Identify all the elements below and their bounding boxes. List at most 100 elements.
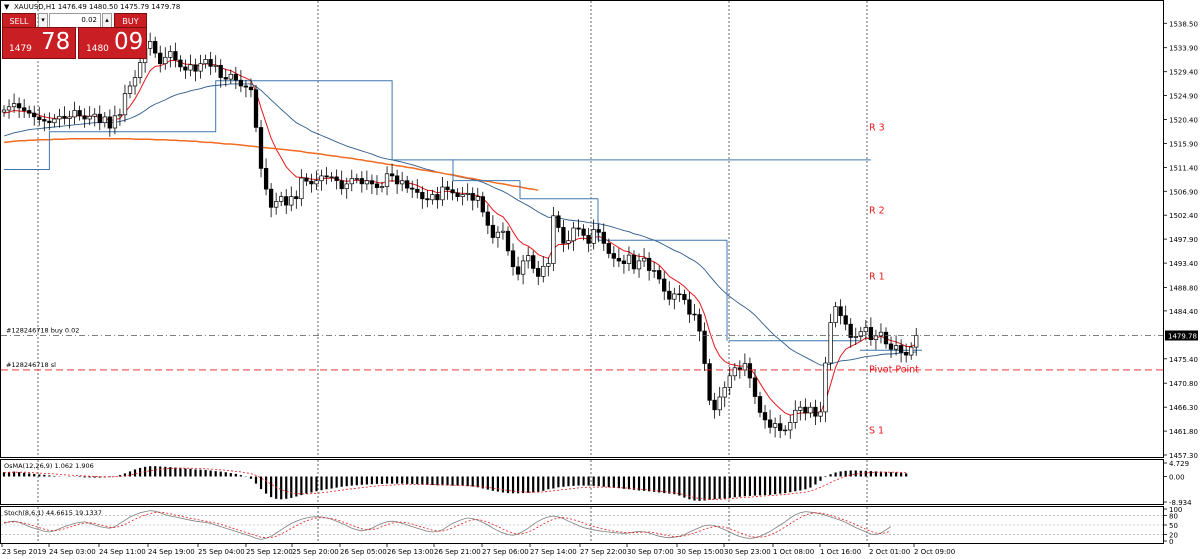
candle-bear <box>757 396 763 413</box>
candle-bear <box>158 52 163 65</box>
candle-bull <box>475 196 480 201</box>
candle-bear <box>389 173 395 177</box>
candle-bear <box>334 176 339 181</box>
current-price-label: 1479.78 <box>1168 333 1197 341</box>
candle-bull <box>349 178 354 185</box>
candle-bear <box>208 59 213 67</box>
osma-header: OsMA(12,26,9) 1.062 1.906 <box>4 462 94 470</box>
candle-bear <box>687 299 692 315</box>
candle-bull <box>440 186 445 201</box>
candle-bull <box>430 194 435 201</box>
time-tick-label-4: 25 Sep 04:00 <box>198 548 245 556</box>
candle-bull <box>52 118 57 124</box>
candle-bull <box>853 336 858 338</box>
candle-bear <box>561 227 566 244</box>
candle-bull <box>279 196 284 202</box>
candle-bull <box>863 327 868 333</box>
sell-button[interactable]: SELL <box>2 13 36 28</box>
candle-bear <box>631 254 637 270</box>
time-tick-label-6: 25 Sep 20:00 <box>292 548 339 556</box>
candle-bear <box>707 363 712 401</box>
stoch-main-line <box>3 510 892 540</box>
candle-bull <box>465 193 470 195</box>
candle-bear <box>415 188 420 193</box>
osma-tick-label-0: 4.729 <box>1169 460 1189 468</box>
price-tick-label-14: 1475.40 <box>1169 356 1198 364</box>
candle-bull <box>858 331 863 337</box>
candle-bear <box>97 113 102 124</box>
candle-bear <box>309 180 314 185</box>
candle-bear <box>556 215 561 228</box>
stoch-signal-line <box>3 511 892 539</box>
candle-bear <box>107 116 112 129</box>
candle-bear <box>153 41 158 54</box>
time-tick-label-18: 2 Oct 01:00 <box>869 548 910 556</box>
candle-bear <box>410 187 415 190</box>
time-tick-label-8: 26 Sep 13:00 <box>387 548 434 556</box>
candle-bear <box>611 253 616 259</box>
candle-bull <box>87 115 92 120</box>
candle-bear <box>425 198 430 201</box>
candle-bull <box>354 178 359 180</box>
candle-bull <box>566 240 571 244</box>
lot-increase-button[interactable]: ▴ <box>102 13 112 28</box>
step-ma-line <box>4 80 871 170</box>
candle-bear <box>32 112 37 118</box>
time-tick-label-7: 26 Sep 05:00 <box>340 548 387 556</box>
price-tick-label-9: 1497.90 <box>1169 236 1198 244</box>
candle-bear <box>62 115 67 119</box>
lot-size-input[interactable]: 0.02 <box>49 13 101 28</box>
candle-bear <box>455 192 460 197</box>
candle-bear <box>596 229 601 233</box>
candle-bear <box>813 406 818 417</box>
candle-bear <box>747 363 753 379</box>
time-tick-label-15: 30 Sep 23:00 <box>724 548 771 556</box>
buy-price-small: 1480 <box>86 44 109 54</box>
price-tick-label-7: 1506.90 <box>1169 188 1198 196</box>
osma-tick-label-2: -8.934 <box>1169 499 1192 507</box>
candle-bear <box>531 255 536 269</box>
osma-tick-label-1: 0.00 <box>1169 474 1185 482</box>
candle-bull <box>833 306 838 323</box>
time-tick-label-11: 27 Sep 14:00 <box>530 548 577 556</box>
time-tick-label-10: 27 Sep 06:00 <box>482 548 529 556</box>
price-tick-label-8: 1502.40 <box>1169 212 1198 220</box>
candle-bull <box>344 183 349 190</box>
candle-bear <box>898 345 904 353</box>
candle-bear <box>394 175 400 185</box>
candle-bull <box>57 115 62 120</box>
candle-bear <box>435 194 440 201</box>
candle-bull <box>783 429 788 432</box>
candle-bull <box>329 176 334 179</box>
lot-decrease-button[interactable]: ▾ <box>38 13 48 28</box>
pivot-label-4: S 1 <box>869 426 884 437</box>
candle-bear <box>621 260 627 264</box>
chart-triangle-icon: ▼ <box>4 3 10 11</box>
candle-bull <box>460 194 465 197</box>
candle-bear <box>183 66 188 71</box>
candle-bull <box>495 231 501 238</box>
time-axis: 23 Sep 2019 24 Sep 03:00 24 Sep 11:00 24 Se… <box>1 544 955 556</box>
candle-bull <box>163 56 168 65</box>
buy-button[interactable]: BUY <box>114 13 147 28</box>
candle-bull <box>873 335 879 340</box>
candle-bull <box>722 387 727 398</box>
candle-bull <box>878 331 884 337</box>
candle-bear <box>27 110 32 114</box>
pivot-label-0: R 3 <box>869 122 885 133</box>
osma-signal-line <box>4 467 907 500</box>
candle-bear <box>268 188 274 208</box>
candle-bear <box>505 230 511 252</box>
candle-bull <box>808 406 813 414</box>
candle-bull <box>137 62 143 78</box>
candle-bull <box>213 64 218 67</box>
candle-bull <box>626 254 632 264</box>
time-tick-label-2: 24 Sep 11:00 <box>99 548 146 556</box>
price-tick-label-5: 1515.90 <box>1169 140 1198 148</box>
buy-price-box[interactable]: 1480 09 <box>78 27 147 59</box>
candle-bear <box>702 330 707 364</box>
candle-bull <box>742 363 748 371</box>
candle-bull <box>384 173 390 187</box>
sell-price-box[interactable]: 1479 78 <box>2 27 76 59</box>
candle-bull <box>72 110 77 118</box>
